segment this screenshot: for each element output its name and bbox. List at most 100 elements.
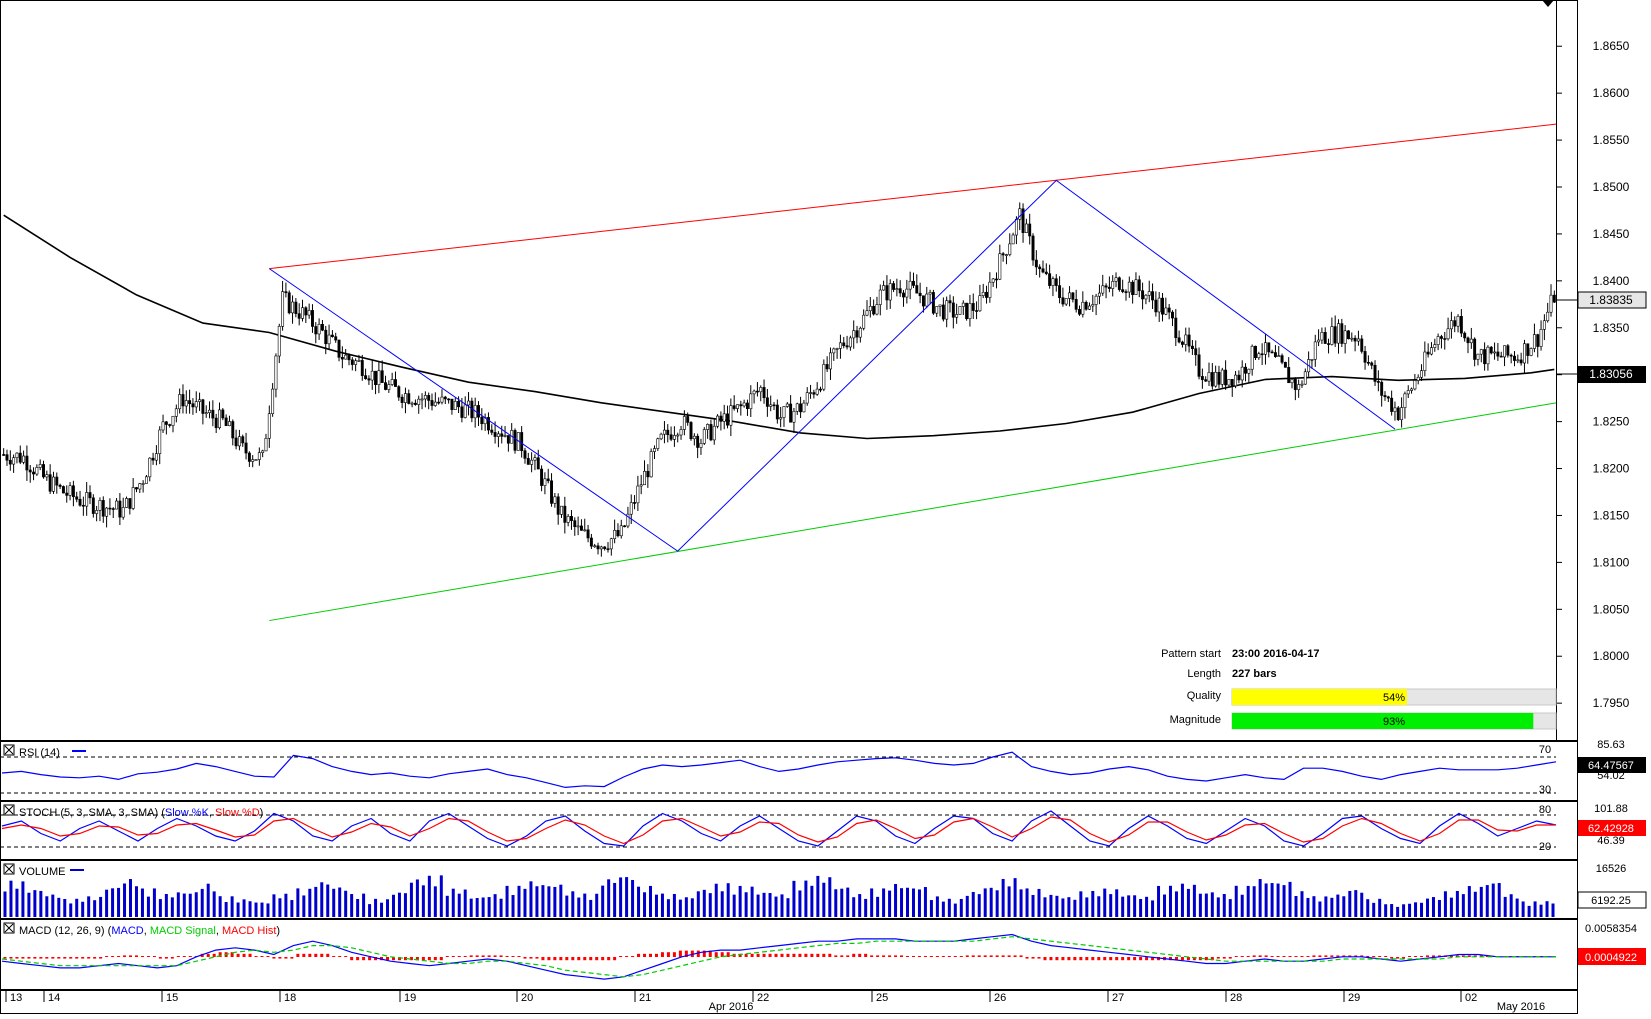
candle: [307, 303, 311, 319]
candle: [619, 519, 623, 539]
candle: [1283, 361, 1287, 368]
candle: [1280, 353, 1284, 365]
candle-body: [320, 324, 324, 331]
candle-body: [423, 395, 427, 400]
candle-body: [254, 459, 258, 461]
macd-label: MACD (12, 26, 9) (MACD, MACD Signal, MAC…: [19, 925, 280, 937]
candle: [858, 326, 862, 343]
candle: [1197, 347, 1201, 380]
candle-body: [1220, 369, 1224, 385]
macd-hist-bar: [762, 953, 766, 957]
candle: [593, 543, 597, 548]
candle-body: [95, 510, 99, 514]
candle: [1240, 360, 1244, 388]
close-icon[interactable]: [4, 864, 14, 874]
candle: [991, 278, 995, 287]
volume-bar: [248, 901, 252, 917]
macd-hist-bar: [1402, 957, 1406, 959]
candle-body: [394, 379, 397, 387]
candle: [862, 309, 866, 331]
candle: [297, 303, 301, 326]
candle-body: [1376, 381, 1380, 383]
close-icon[interactable]: [4, 745, 14, 755]
volume-bar: [1276, 883, 1280, 917]
scroll-marker-icon[interactable]: [1542, 0, 1554, 7]
stoch-k-line: [1, 810, 1557, 847]
candle: [719, 411, 723, 431]
candle-body: [85, 492, 89, 507]
candle: [672, 426, 676, 447]
candle: [732, 395, 736, 411]
candle-body: [1127, 281, 1131, 293]
macd-hist-bar: [917, 956, 921, 957]
volume-bar: [421, 885, 425, 917]
candle: [865, 300, 869, 317]
candle-body: [503, 435, 507, 437]
candle-body: [530, 459, 534, 465]
candle: [845, 335, 849, 350]
volume-bar: [117, 887, 121, 917]
candle: [403, 387, 407, 414]
stoch-level-high: 80: [1539, 804, 1551, 816]
macd-hist-bar: [971, 955, 975, 957]
time-tick-label: 21: [639, 992, 651, 1004]
quality-label: Quality: [1187, 690, 1222, 702]
candle: [762, 379, 766, 404]
candle: [1147, 280, 1151, 303]
candle: [1031, 233, 1035, 266]
macd-hist-bar: [1467, 955, 1471, 957]
candle-body: [437, 401, 441, 404]
candle: [1373, 360, 1377, 386]
candle: [1323, 327, 1327, 344]
macd-hist-bar: [200, 953, 204, 957]
macd-hist-bar: [1174, 957, 1178, 961]
macd-hist-bar: [63, 957, 67, 959]
candle: [447, 398, 451, 404]
volume-bar: [906, 887, 910, 917]
candle: [234, 429, 238, 450]
candle: [2, 448, 6, 456]
close-icon[interactable]: [4, 923, 14, 933]
macd-hist-bar: [170, 957, 174, 959]
candle: [443, 395, 447, 405]
candle-body: [802, 402, 806, 413]
volume-bar: [816, 875, 820, 917]
candle-body: [941, 304, 945, 320]
candle: [78, 490, 82, 507]
candle: [692, 433, 696, 446]
volume-bar: [1264, 883, 1268, 917]
candle: [1101, 274, 1105, 296]
candle: [1383, 391, 1387, 401]
candle: [1270, 349, 1274, 354]
candle: [1111, 275, 1115, 297]
candle: [520, 426, 524, 458]
candle: [118, 493, 122, 525]
candle-body: [387, 384, 391, 390]
macd-hist-bar: [977, 955, 981, 957]
macd-hist-bar: [433, 957, 437, 961]
candle-body: [1117, 277, 1121, 290]
candle: [1094, 293, 1098, 316]
candle-body: [430, 400, 434, 406]
candle: [742, 399, 746, 408]
candle: [271, 383, 275, 417]
macd-hist-bar: [756, 953, 760, 957]
candle: [417, 395, 421, 414]
candle: [792, 407, 796, 433]
close-icon[interactable]: [4, 805, 14, 815]
candle-body: [1240, 366, 1244, 381]
candle: [702, 427, 706, 445]
macd-hist-bar: [33, 957, 37, 959]
candle-body: [251, 459, 255, 462]
candle: [277, 323, 281, 364]
candle: [58, 483, 62, 490]
volume-bar: [445, 895, 449, 917]
candle-body: [1499, 355, 1503, 358]
volume-bar: [1527, 905, 1531, 917]
macd-hist-bar: [463, 956, 467, 957]
candle-body: [144, 476, 148, 484]
candle-body: [928, 292, 932, 295]
candle: [921, 295, 925, 313]
candle: [496, 431, 500, 448]
candle-body: [1260, 353, 1264, 356]
